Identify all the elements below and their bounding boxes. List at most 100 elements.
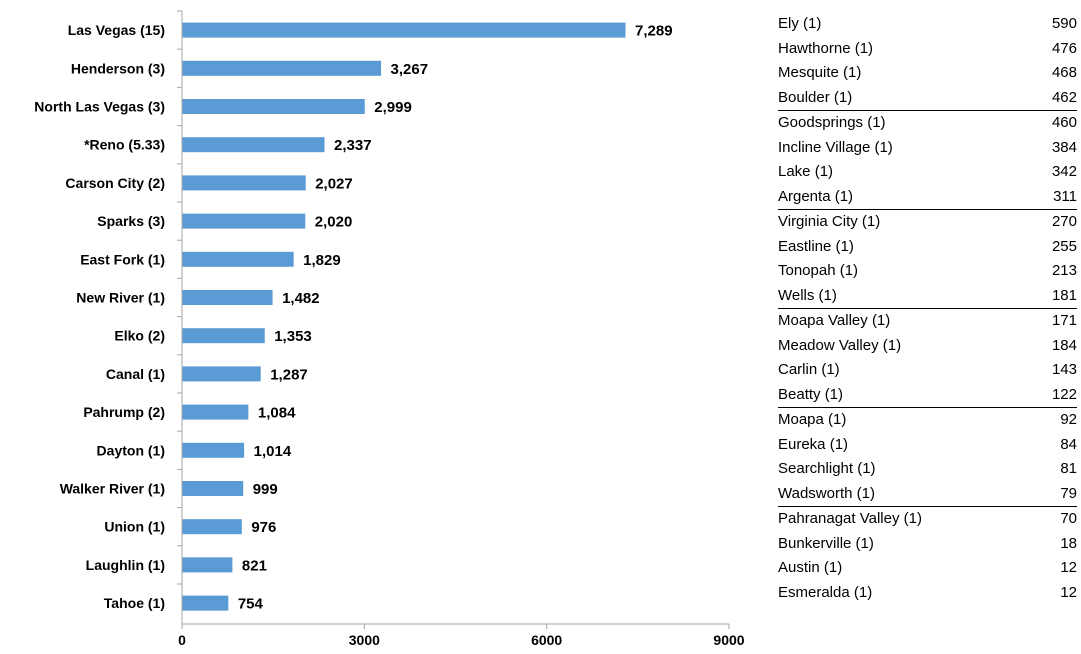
table-row: Eastline (1) 255 <box>778 235 1077 260</box>
category-label: Elko (2) <box>114 328 165 344</box>
category-label: Pahrump (2) <box>83 404 165 420</box>
town-name: Incline Village (1) <box>778 138 893 156</box>
table-row: Eureka (1) 84 <box>778 433 1077 458</box>
category-label: Tahoe (1) <box>104 595 165 611</box>
value-label: 2,337 <box>334 137 372 154</box>
table-row: Pahranagat Valley (1) 70 <box>778 506 1077 532</box>
bar <box>182 137 325 153</box>
town-name: Carlin (1) <box>778 361 840 378</box>
table-row: Tonopah (1) 213 <box>778 259 1077 284</box>
value-label: 7,289 <box>635 23 673 40</box>
town-name: Tonopah (1) <box>778 262 859 279</box>
town-name: Esmeralda (1) <box>778 583 873 601</box>
table-row: Esmeralda (1) 12 <box>778 581 1077 606</box>
table-row: Incline Village (1) 384 <box>778 136 1077 161</box>
bar-chart: Las Vegas (15) 7,289 Henderson (3) 3,267 Nor… <box>34 10 745 648</box>
town-name: Eureka (1) <box>778 435 849 453</box>
side-table: Ely (1) 590 Hawthorne (1) 476 Mesquite (1) 46… <box>778 12 1077 605</box>
table-row: Virginia City (1) 270 <box>778 209 1077 235</box>
town-value: 342 <box>1051 163 1077 180</box>
x-tick-label: 9000 <box>713 632 744 648</box>
town-value: 460 <box>1032 110 1077 136</box>
town-value: 122 <box>1051 385 1077 403</box>
town-name: Goodsprings (1) <box>778 110 1033 136</box>
town-name: Meadow Valley (1) <box>778 336 902 354</box>
table-row: Argenta (1) 311 <box>778 185 1077 210</box>
town-value: 70 <box>1032 506 1077 532</box>
table-row: Moapa Valley (1) 171 <box>778 308 1077 334</box>
bar <box>182 366 261 382</box>
town-name: Eastline (1) <box>778 237 854 255</box>
town-value: 79 <box>1060 484 1077 502</box>
bar <box>182 213 306 229</box>
value-label: 1,084 <box>258 405 296 422</box>
table-row: Austin (1) 12 <box>778 556 1077 581</box>
town-value: 18 <box>1060 534 1077 552</box>
table-row: Goodsprings (1) 460 <box>778 110 1077 136</box>
town-value: 384 <box>1051 138 1077 156</box>
table-row: Moapa (1) 92 <box>778 407 1077 433</box>
town-value: 171 <box>1032 308 1077 334</box>
town-value: 476 <box>1051 39 1077 57</box>
town-name: Ely (1) <box>778 15 822 32</box>
bar <box>182 595 229 611</box>
bar <box>182 442 245 458</box>
bar <box>182 99 365 114</box>
town-name: Moapa (1) <box>778 407 1033 433</box>
value-label: 754 <box>238 596 264 613</box>
town-name: Hawthorne (1) <box>778 39 874 57</box>
town-value: 462 <box>1051 88 1077 106</box>
x-tick-label: 3000 <box>349 632 380 648</box>
bar <box>182 60 382 76</box>
category-label: Sparks (3) <box>97 213 165 229</box>
category-label: North Las Vegas (3) <box>34 99 165 115</box>
value-label: 3,267 <box>391 61 429 78</box>
table-row: Lake (1) 342 <box>778 160 1077 185</box>
bar <box>182 519 242 535</box>
category-label: Canal (1) <box>106 366 165 382</box>
town-value: 255 <box>1051 237 1077 255</box>
table-row: Beatty (1) 122 <box>778 383 1077 408</box>
bar <box>182 175 306 191</box>
town-name: Wadsworth (1) <box>778 484 875 502</box>
town-name: Boulder (1) <box>778 88 853 106</box>
town-value: 181 <box>1051 286 1077 304</box>
value-label: 2,020 <box>315 214 353 231</box>
town-name: Pahranagat Valley (1) <box>778 506 1033 532</box>
table-row: Carlin (1) 143 <box>778 358 1077 383</box>
value-label: 999 <box>253 481 278 498</box>
town-value: 81 <box>1060 460 1077 477</box>
table-row: Boulder (1) 462 <box>778 86 1077 111</box>
category-label: New River (1) <box>76 290 165 306</box>
town-name: Beatty (1) <box>778 385 844 403</box>
value-label: 1,287 <box>270 366 308 383</box>
table-row: Ely (1) 590 <box>778 12 1077 37</box>
town-value: 143 <box>1051 361 1077 378</box>
x-tick-label: 6000 <box>531 632 562 648</box>
bar <box>182 251 294 267</box>
value-label: 976 <box>251 519 276 536</box>
table-row: Wadsworth (1) 79 <box>778 482 1077 507</box>
value-label: 2,999 <box>374 99 412 116</box>
table-row: Wells (1) 181 <box>778 284 1077 309</box>
bar <box>182 290 273 305</box>
category-label: Las Vegas (15) <box>68 22 165 38</box>
table-row: Hawthorne (1) 476 <box>778 37 1077 62</box>
bar <box>182 22 626 38</box>
town-name: Bunkerville (1) <box>778 534 874 552</box>
town-name: Lake (1) <box>778 163 834 180</box>
town-value: 468 <box>1051 64 1077 81</box>
town-value: 92 <box>1032 407 1077 433</box>
value-label: 821 <box>242 557 267 574</box>
town-value: 12 <box>1060 583 1077 601</box>
town-value: 270 <box>1032 209 1077 235</box>
town-name: Virginia City (1) <box>778 209 1033 235</box>
category-label: Laughlin (1) <box>86 557 165 573</box>
value-label: 1,482 <box>282 290 320 307</box>
axis-group: 0 3000 6000 9000 <box>177 10 745 648</box>
bar <box>182 404 249 420</box>
town-value: 213 <box>1051 262 1077 279</box>
category-label: Walker River (1) <box>60 481 165 497</box>
value-label: 1,353 <box>274 328 312 345</box>
town-value: 184 <box>1051 336 1077 354</box>
